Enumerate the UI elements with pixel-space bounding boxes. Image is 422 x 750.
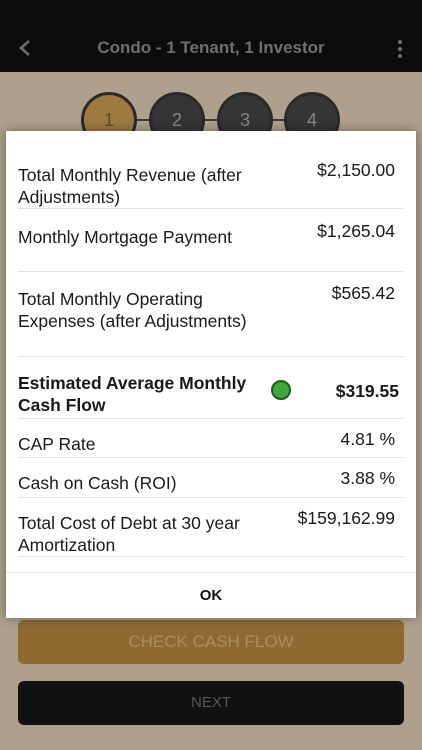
next-button[interactable]: NEXT: [18, 681, 404, 725]
more-options-icon[interactable]: [396, 40, 404, 60]
result-row-mortgage: Monthly Mortgage Payment $1,265.04: [18, 210, 404, 272]
page-title: Condo - 1 Tenant, 1 Investor: [97, 38, 325, 57]
result-label: Total Monthly Operating Expenses (after …: [18, 289, 247, 331]
result-label: Total Monthly Revenue (after Adjustments…: [18, 165, 242, 207]
app-header: Condo - 1 Tenant, 1 Investor: [0, 0, 422, 72]
result-label: Cash on Cash (ROI): [18, 473, 177, 493]
check-cash-flow-button[interactable]: CHECK CASH FLOW: [18, 620, 404, 664]
result-value: $319.55: [335, 381, 399, 401]
result-value: $2,150.00: [317, 160, 395, 180]
result-value: $1,265.04: [317, 221, 395, 241]
result-label: Monthly Mortgage Payment: [18, 227, 232, 247]
result-row-cash-flow: Estimated Average Monthly Cash Flow $319…: [18, 358, 404, 419]
ok-button[interactable]: OK: [6, 572, 416, 618]
result-row-cost-of-debt: Total Cost of Debt at 30 year Amortizati…: [18, 499, 404, 557]
step-connector: [110, 119, 310, 121]
result-row-operating-expenses: Total Monthly Operating Expenses (after …: [18, 273, 404, 357]
result-value: 3.88 %: [340, 468, 395, 488]
result-value: 4.81 %: [340, 429, 395, 449]
result-label: CAP Rate: [18, 434, 96, 454]
result-row-cap-rate: CAP Rate 4.81 %: [18, 420, 404, 458]
result-row-cash-on-cash: Cash on Cash (ROI) 3.88 %: [18, 459, 404, 498]
positive-status-indicator: [271, 380, 291, 400]
result-label: Estimated Average Monthly Cash Flow: [18, 373, 247, 415]
cash-flow-results-dialog: Total Monthly Revenue (after Adjustments…: [6, 131, 416, 618]
result-value: $159,162.99: [297, 508, 395, 528]
result-label: Total Cost of Debt at 30 year Amortizati…: [18, 513, 240, 555]
result-row-revenue: Total Monthly Revenue (after Adjustments…: [18, 151, 404, 209]
result-value: $565.42: [331, 283, 395, 303]
back-arrow-icon[interactable]: [16, 33, 36, 63]
